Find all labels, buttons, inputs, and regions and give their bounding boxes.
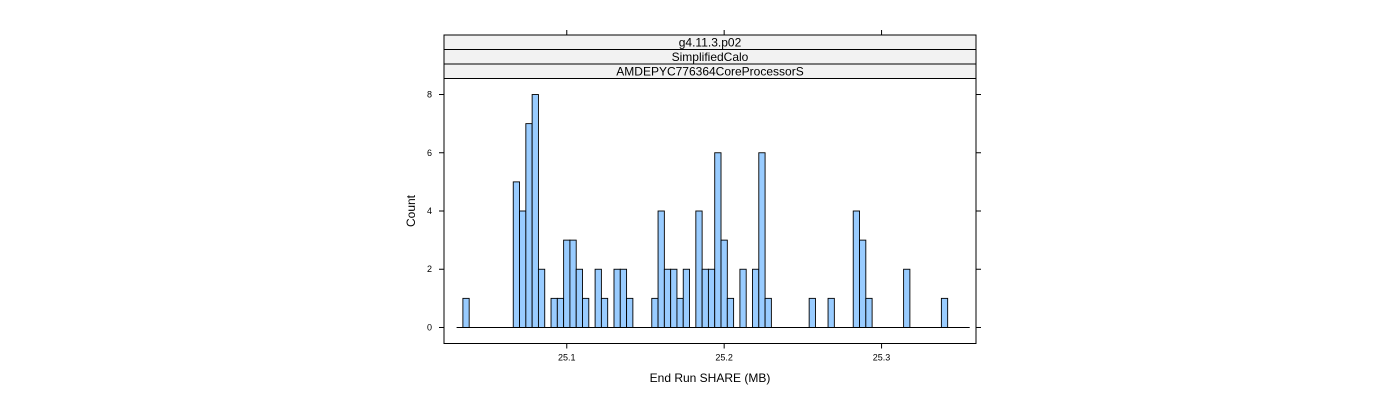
histogram-bar-7: [550, 297, 558, 328]
histogram-bar-19: [657, 210, 665, 328]
y-tick-label-5: 8: [427, 90, 432, 100]
histogram-bar-32: [758, 152, 766, 328]
histogram-bar-24: [695, 210, 703, 328]
histogram-bar-5: [531, 94, 539, 328]
y-tick-label-1: 0: [427, 322, 432, 332]
histogram-bar-10: [569, 239, 577, 328]
y-axis-title: Count: [404, 194, 418, 227]
histogram-bar-13: [594, 268, 602, 328]
histogram-bar-37: [859, 239, 867, 328]
histogram-bar-16: [619, 268, 628, 328]
histogram-bar-30: [739, 268, 747, 328]
y-tick-label-2: 2: [427, 264, 432, 274]
x-tick-label-1: 25.1: [558, 353, 576, 363]
histogram-bar-8: [556, 297, 565, 328]
histogram-bar-29: [726, 297, 735, 328]
strip-group: g4.11.3.p02 SimplifiedCalo AMDEPYC776364…: [443, 34, 977, 79]
strip-label-2: SimplifiedCalo: [672, 50, 749, 64]
histogram-bar-40: [940, 297, 949, 328]
strip-label-1: g4.11.3.p02: [679, 36, 742, 50]
histogram-bar-25: [701, 268, 709, 328]
histogram-bar-26: [707, 268, 716, 328]
histogram-bar-3: [519, 210, 527, 328]
histogram-bar-28: [720, 239, 728, 328]
histogram-bar-20: [663, 268, 672, 328]
axes-layer: 0 2 4 6 8 25.1 25.2 25.3: [427, 30, 981, 363]
strip-label-3: AMDEPYC776364CoreProcessorS: [616, 65, 803, 79]
histogram-bar-38: [865, 297, 873, 328]
histogram-bar-27: [714, 152, 722, 328]
histogram-bar-34: [808, 297, 816, 328]
histogram-bar-33: [764, 297, 772, 328]
histogram-bar-17: [626, 297, 634, 328]
histogram-bar-4: [525, 123, 533, 328]
histogram-bar-35: [827, 297, 835, 328]
histogram-bar-12: [582, 297, 590, 328]
x-axis-title: End Run SHARE (MB): [650, 371, 771, 385]
y-tick-label-4: 6: [427, 148, 432, 158]
x-tick-label-2: 25.2: [715, 353, 733, 363]
y-tick-label-3: 4: [427, 206, 432, 216]
bars-layer: [462, 94, 949, 328]
histogram-bar-22: [676, 297, 684, 328]
histogram-bar-6: [537, 268, 546, 328]
histogram-bar-21: [670, 268, 678, 328]
x-tick-label-3: 25.3: [873, 353, 891, 363]
histogram-bar-1: [462, 297, 470, 328]
histogram-bar-31: [752, 268, 760, 328]
histogram-bar-23: [682, 268, 690, 328]
histogram-bar-36: [852, 210, 860, 328]
histogram-bar-14: [600, 297, 609, 328]
histogram-bar-9: [563, 239, 571, 328]
histogram-bar-39: [903, 268, 911, 328]
histogram-bar-18: [651, 297, 659, 328]
histogram-bar-2: [512, 181, 521, 328]
histogram-bar-11: [575, 268, 583, 328]
histogram-bar-15: [613, 268, 621, 328]
